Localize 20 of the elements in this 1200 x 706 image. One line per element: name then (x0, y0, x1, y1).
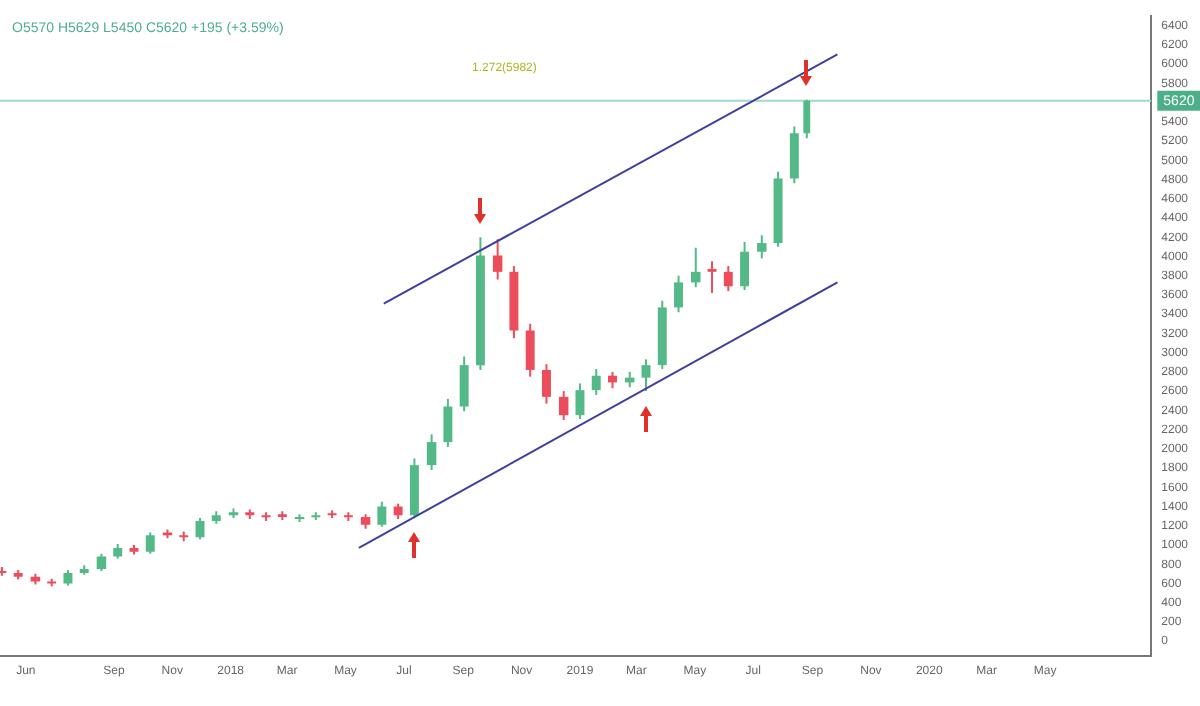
candlestick (757, 234, 767, 260)
candlestick (459, 355, 469, 413)
candlestick (707, 260, 717, 294)
candlestick (575, 382, 585, 420)
candlestick (723, 265, 733, 293)
candlestick (145, 531, 155, 555)
candlestick (377, 500, 387, 528)
candlestick (691, 246, 701, 289)
candlestick (591, 367, 601, 396)
candlestick (541, 363, 551, 405)
candlestick (492, 238, 503, 281)
candlestick (803, 98, 811, 140)
candlestick (789, 125, 799, 185)
candlestick (443, 397, 453, 448)
candlestick (641, 358, 651, 393)
candlestick (674, 274, 684, 314)
candlestick (558, 390, 569, 421)
candlestick (426, 433, 437, 471)
candlestick (740, 241, 750, 292)
candlestick (525, 322, 535, 378)
